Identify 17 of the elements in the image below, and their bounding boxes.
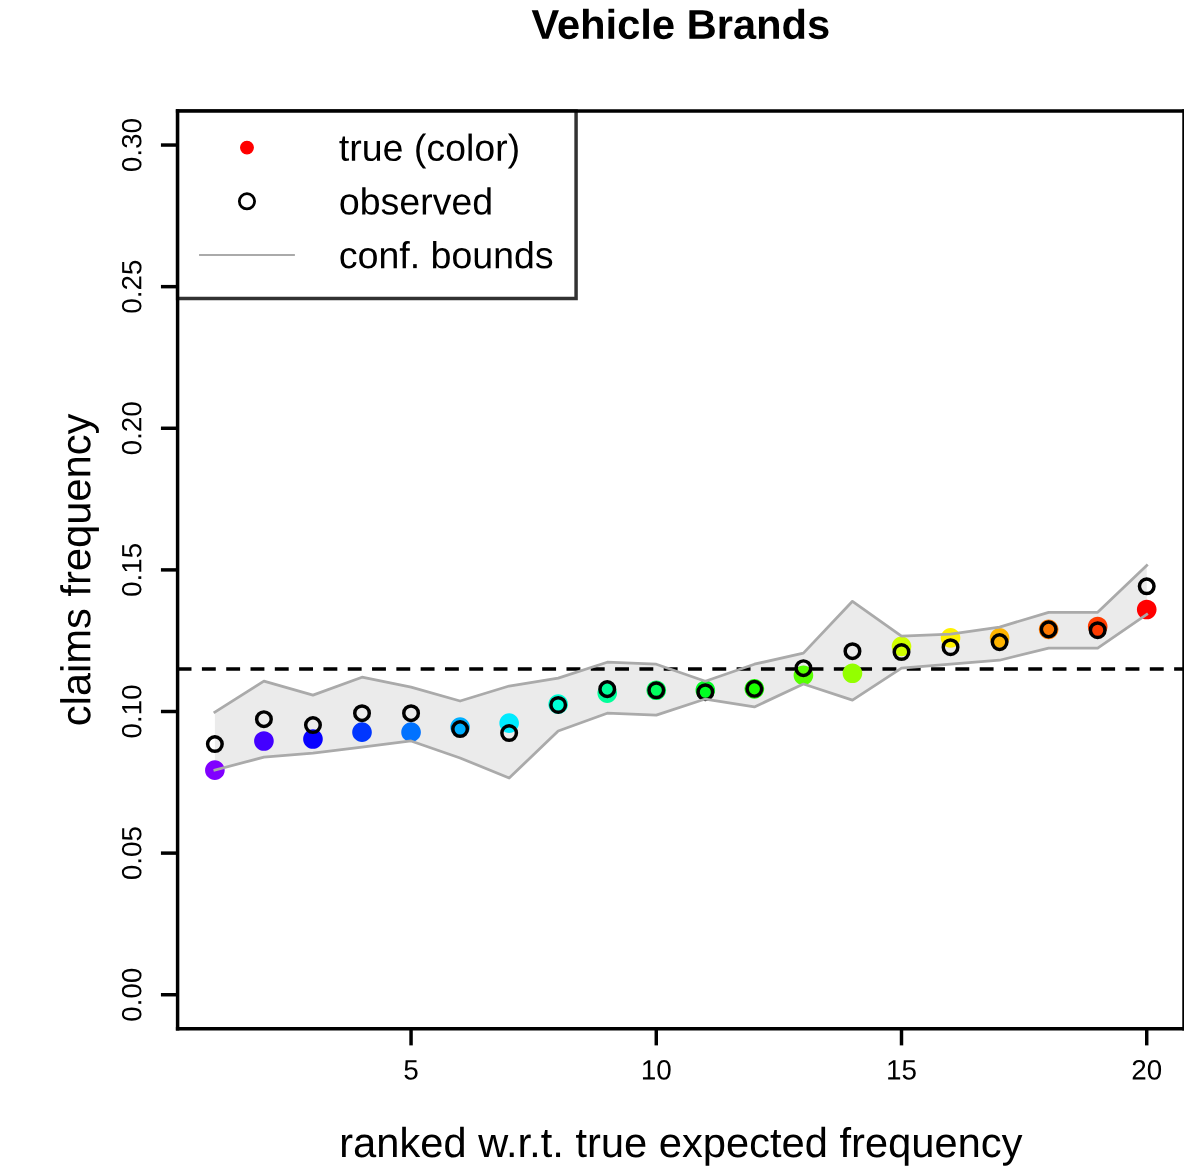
x-axis-title: ranked w.r.t. true expected frequency [341,1126,1023,1166]
y-tick-label: 0.00 [121,968,142,1021]
y-tick-label: 0.30 [121,119,142,171]
chart-title: Vehicle Brands [531,8,829,40]
y-tick-label: 0.20 [121,402,142,455]
legend-label: true (color) [339,133,518,169]
x-tick-label: 5 [404,1060,418,1080]
y-tick-label: 0.15 [121,544,142,596]
y-tick-label: 0.05 [121,827,142,880]
x-tick-label: 20 [1132,1060,1162,1080]
legend-label: observed [340,187,491,215]
x-tick-label: 15 [888,1060,916,1080]
y-tick-label: 0.10 [121,685,142,738]
x-tick-label: 10 [642,1060,671,1080]
y-axis-title: claims frequency [60,413,99,725]
y-tick-label: 0.25 [121,260,142,313]
legend-label: conf. bounds [340,240,553,269]
